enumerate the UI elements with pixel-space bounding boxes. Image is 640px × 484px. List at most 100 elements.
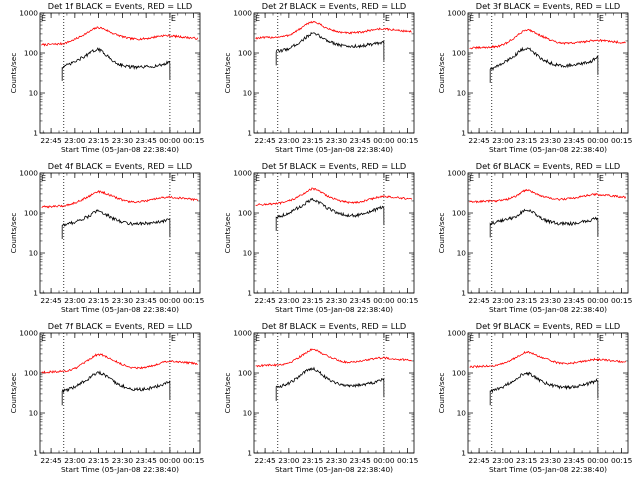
x-tick-label: 23:00 xyxy=(278,296,300,305)
chart-panel-6: Det 6f BLACK = Events, RED = LLD11010010… xyxy=(437,161,633,314)
y-tick-label: 10 xyxy=(29,249,39,258)
y-tick-label: 100 xyxy=(24,209,38,218)
e-marker: E xyxy=(385,174,390,183)
e-marker: E xyxy=(599,334,604,343)
chart-panel-5: Det 5f BLACK = Events, RED = LLD11010010… xyxy=(223,161,419,314)
x-axis-label: Start Time (05-Jan-08 22:38:40) xyxy=(61,305,179,314)
x-tick-label: 23:30 xyxy=(112,136,134,145)
y-axis-label: Counts/sec xyxy=(437,373,446,414)
lld-series-line xyxy=(256,188,412,206)
events-series-line xyxy=(62,372,170,406)
x-axis-label: Start Time (05-Jan-08 22:38:40) xyxy=(489,145,607,154)
y-axis-label: Counts/sec xyxy=(223,53,232,94)
events-series-line xyxy=(62,48,170,81)
x-tick-label: 22:45 xyxy=(254,456,276,465)
x-tick-label: 23:45 xyxy=(563,296,585,305)
panel-title: Det 1f BLACK = Events, RED = LLD xyxy=(48,1,192,11)
x-tick-label: 23:30 xyxy=(112,296,134,305)
x-tick-label: 23:30 xyxy=(540,296,562,305)
panel-title: Det 7f BLACK = Events, RED = LLD xyxy=(48,321,192,331)
chart-panel-8: Det 8f BLACK = Events, RED = LLD 1 10 100 10… xyxy=(223,321,419,474)
x-tick-label: 23:45 xyxy=(349,136,371,145)
x-tick-label: 00:15 xyxy=(183,136,205,145)
chart-panel-1: Det 1f BLACK = Events, RED = LLD 1 10 100 10… xyxy=(9,1,205,154)
y-tick-label: 1000 xyxy=(19,169,38,178)
x-tick-label: 00:00 xyxy=(373,296,395,305)
y-tick-label: 100 xyxy=(452,369,466,378)
y-tick-label: 1 xyxy=(461,129,466,138)
lld-series-line xyxy=(256,349,412,367)
x-tick-label: 00:15 xyxy=(397,456,419,465)
y-tick-label: 10 xyxy=(243,409,253,418)
y-tick-label: 100 xyxy=(24,369,38,378)
y-tick-label: 1000 xyxy=(447,169,466,178)
x-tick-label: 23:00 xyxy=(278,456,300,465)
y-tick-label: 1 xyxy=(247,289,252,298)
x-tick-label: 23:15 xyxy=(516,296,538,305)
x-tick-label: 22:45 xyxy=(468,136,490,145)
y-axis-label: Counts/sec xyxy=(9,213,18,254)
y-axis-label: Counts/sec xyxy=(437,53,446,94)
y-tick-label: 100 xyxy=(24,49,38,58)
e-marker: E xyxy=(41,174,46,183)
x-tick-label: 00:15 xyxy=(611,136,633,145)
x-tick-label: 00:15 xyxy=(611,456,633,465)
x-tick-label: 00:00 xyxy=(587,456,609,465)
x-tick-label: 23:45 xyxy=(135,456,157,465)
x-tick-label: 23:45 xyxy=(563,456,585,465)
e-marker: E xyxy=(469,14,474,23)
y-tick-label: 1 xyxy=(247,129,252,138)
e-marker: E xyxy=(171,14,176,23)
chart-panel-3: Det 3f BLACK = Events, RED = LLD 1 10 100 10… xyxy=(437,1,633,154)
y-tick-label: 100 xyxy=(452,49,466,58)
lld-series-line xyxy=(256,21,412,39)
lld-series-line xyxy=(470,352,626,368)
chart-panel-9: Det 9f BLACK = Events, RED = LLD11010010… xyxy=(437,321,633,474)
y-tick-label: 100 xyxy=(452,209,466,218)
lld-series-line xyxy=(42,191,198,208)
y-tick-label: 10 xyxy=(457,249,467,258)
y-axis-label: Counts/sec xyxy=(223,373,232,414)
events-series-line xyxy=(490,372,598,405)
events-series-line xyxy=(490,210,598,238)
x-tick-label: 23:00 xyxy=(492,456,514,465)
x-tick-label: 22:45 xyxy=(40,456,62,465)
lld-series-line xyxy=(470,29,626,49)
y-tick-label: 1 xyxy=(461,289,466,298)
y-tick-label: 1 xyxy=(33,449,38,458)
chart-panel-2: Det 2f BLACK = Events, RED = LLD11010010… xyxy=(223,1,419,154)
x-tick-label: 22:45 xyxy=(254,136,276,145)
x-tick-label: 23:45 xyxy=(135,136,157,145)
x-tick-label: 00:00 xyxy=(587,136,609,145)
x-tick-label: 23:30 xyxy=(326,136,348,145)
x-tick-label: 00:15 xyxy=(397,296,419,305)
y-tick-label: 10 xyxy=(457,409,467,418)
x-tick-label: 00:15 xyxy=(183,456,205,465)
y-tick-label: 10 xyxy=(29,409,39,418)
panel-title: Det 3f BLACK = Events, RED = LLD xyxy=(476,1,620,11)
x-tick-label: 00:00 xyxy=(159,296,181,305)
y-tick-label: 10 xyxy=(29,89,39,98)
x-tick-label: 23:45 xyxy=(349,296,371,305)
chart-panel-4: Det 4f BLACK = Events, RED = LLD 1 10 100 10… xyxy=(9,161,205,314)
x-tick-label: 23:15 xyxy=(302,136,324,145)
x-tick-label: 22:45 xyxy=(40,296,62,305)
y-tick-label: 10 xyxy=(243,249,253,258)
lld-series-line xyxy=(470,190,626,203)
y-tick-label: 1000 xyxy=(19,329,38,338)
events-series-line xyxy=(276,33,384,66)
y-tick-label: 1 xyxy=(33,129,38,138)
x-tick-label: 23:45 xyxy=(349,456,371,465)
x-tick-label: 23:30 xyxy=(540,456,562,465)
x-tick-label: 22:45 xyxy=(254,296,276,305)
e-marker: E xyxy=(171,174,176,183)
x-tick-label: 23:00 xyxy=(492,136,514,145)
events-series-line xyxy=(276,199,384,231)
x-tick-label: 22:45 xyxy=(468,296,490,305)
x-axis-label: Start Time (05-Jan-08 22:38:40) xyxy=(275,145,393,154)
x-tick-label: 22:45 xyxy=(468,456,490,465)
y-tick-label: 1000 xyxy=(447,329,466,338)
x-tick-label: 00:00 xyxy=(373,456,395,465)
